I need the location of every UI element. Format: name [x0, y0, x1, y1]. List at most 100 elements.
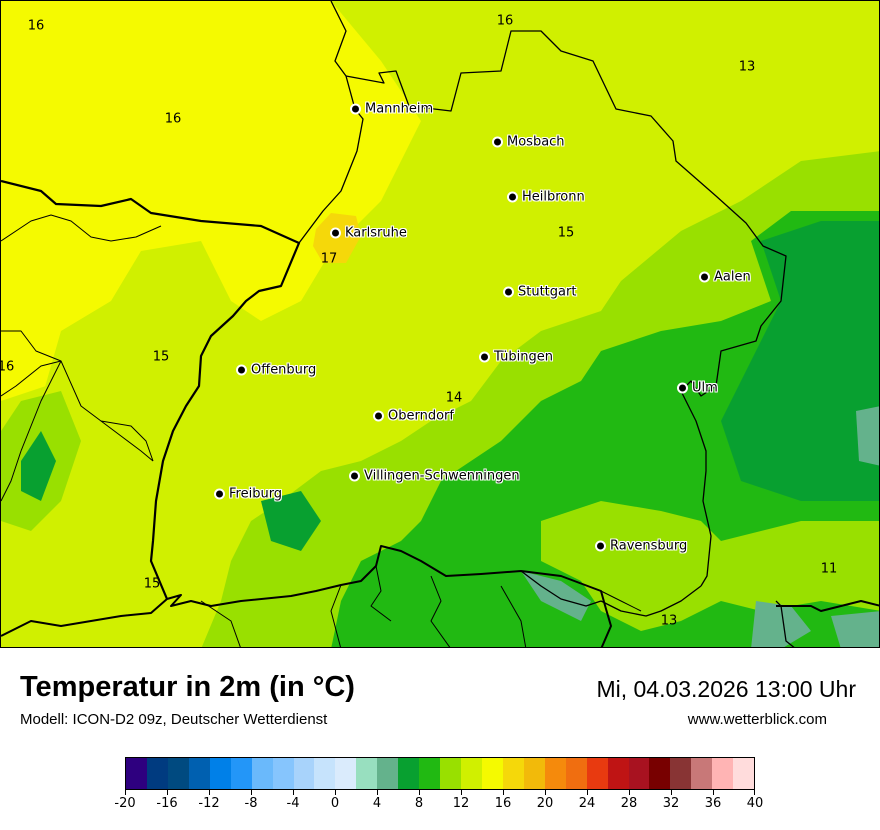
temperature-map: Mannheim Mosbach Heilbronn Karlsruhe Aalen St…	[0, 0, 880, 648]
colorbar-segment	[335, 758, 357, 789]
city-dot-icon	[505, 288, 512, 296]
colorbar-segment	[126, 758, 147, 789]
colorbar-segment	[481, 758, 503, 789]
city-label: Tübingen	[494, 349, 553, 365]
city-label: Ulm	[692, 380, 718, 396]
city-marker: Villingen-Schwenningen	[351, 469, 520, 484]
map-canvas	[1, 1, 879, 647]
city-label: Mannheim	[365, 101, 434, 117]
temperature-value: 16	[1, 359, 15, 375]
model-subtitle: Modell: ICON-D2 09z, Deutscher Wetterdie…	[20, 711, 328, 728]
colorbar-segment	[691, 758, 713, 789]
colorbar-tick	[377, 790, 378, 795]
colorbar-segment	[167, 758, 189, 789]
colorbar-tick	[209, 790, 210, 795]
colorbar-segment	[670, 758, 692, 789]
colorbar-tick-label: 24	[578, 796, 596, 811]
city-dot-icon	[352, 105, 359, 113]
colorbar-segment	[230, 758, 252, 789]
city-marker: Karlsruhe	[332, 226, 407, 241]
colorbar-segment	[146, 758, 168, 789]
city-label: Ravensburg	[610, 538, 688, 554]
colorbar-tick-label: 40	[746, 796, 764, 811]
colorbar-tick	[587, 790, 588, 795]
temperature-value: 17	[320, 251, 338, 267]
colorbar-tick	[167, 790, 168, 795]
colorbar-segment	[502, 758, 524, 789]
website-url: www.wetterblick.com	[687, 711, 827, 728]
colorbar-segment	[293, 758, 315, 789]
colorbar-tick-label: -12	[198, 796, 220, 811]
colorbar-segment	[586, 758, 608, 789]
colorbar-segment	[461, 758, 482, 789]
city-marker: Mannheim	[352, 102, 433, 117]
colorbar-tick-label: -4	[286, 796, 300, 811]
colorbar-tick	[293, 790, 294, 795]
colorbar-tick	[461, 790, 462, 795]
colorbar-segment	[356, 758, 378, 789]
city-marker: Ravensburg	[597, 539, 687, 554]
city-label: Oberndorf	[388, 408, 454, 424]
valid-datetime: Mi, 04.03.2026 13:00 Uhr	[596, 676, 856, 702]
colorbar-segment	[649, 758, 671, 789]
city-label: Aalen	[714, 269, 751, 285]
city-marker: Freiburg	[216, 487, 282, 502]
colorbar-tick	[335, 790, 336, 795]
colorbar-tick-label: 20	[536, 796, 554, 811]
city-dot-icon	[216, 490, 223, 498]
temperature-value: 16	[164, 111, 182, 127]
colorbar-segment	[544, 758, 566, 789]
colorbar-tick	[545, 790, 546, 795]
colorbar-segment	[523, 758, 545, 789]
temperature-value: 16	[27, 18, 45, 34]
colorbar-tick	[419, 790, 420, 795]
city-marker: Heilbronn	[509, 190, 585, 205]
colorbar-ticks: -20 -16 -12 -8 -4 0 4 8 12 16 20 24 28 32 36 40	[114, 790, 763, 820]
colorbar-segment	[419, 758, 441, 789]
colorbar-tick-label: -8	[244, 796, 258, 811]
colorbar-segment	[188, 758, 210, 789]
temperature-value: 11	[820, 561, 838, 577]
city-dot-icon	[494, 138, 501, 146]
temperature-value: 15	[152, 349, 170, 365]
city-marker: Offenburg	[238, 363, 316, 378]
colorbar-tick-label: -16	[156, 796, 178, 811]
city-dot-icon	[351, 472, 358, 480]
city-dot-icon	[481, 353, 488, 361]
colorbar-tick	[629, 790, 630, 795]
colorbar-segment	[377, 758, 399, 789]
city-marker: Stuttgart	[505, 285, 576, 300]
colorbar-segment	[209, 758, 231, 789]
colorbar	[125, 757, 755, 790]
colorbar-tick-label: 16	[494, 796, 512, 811]
colorbar-tick-label: 32	[662, 796, 680, 811]
colorbar-tick-label: 8	[414, 796, 424, 811]
city-label: Offenburg	[251, 362, 317, 378]
colorbar-tick	[125, 790, 126, 795]
temperature-value: 15	[143, 576, 161, 592]
colorbar-tick	[671, 790, 672, 795]
colorbar-tick	[754, 790, 755, 795]
colorbar-segment	[733, 758, 755, 789]
colorbar-tick	[713, 790, 714, 795]
colorbar-tick-label: 0	[330, 796, 340, 811]
colorbar-tick-label: 28	[620, 796, 638, 811]
colorbar-segment	[712, 758, 734, 789]
city-marker: Ulm	[679, 381, 718, 396]
temperature-value: 16	[496, 13, 514, 29]
city-marker: Mosbach	[494, 135, 565, 150]
colorbar-segment	[272, 758, 294, 789]
city-dot-icon	[238, 366, 245, 374]
city-dot-icon	[701, 273, 708, 281]
temperature-value: 15	[557, 225, 575, 241]
city-label: Mosbach	[507, 134, 565, 150]
city-label: Stuttgart	[518, 284, 577, 300]
colorbar-segment	[398, 758, 420, 789]
city-marker: Aalen	[701, 270, 751, 285]
city-dot-icon	[509, 193, 516, 201]
colorbar-segment	[440, 758, 461, 789]
temperature-value: 14	[445, 390, 463, 406]
colorbar-segment	[628, 758, 650, 789]
colorbar-tick-label: 12	[452, 796, 470, 811]
city-dot-icon	[332, 229, 339, 237]
